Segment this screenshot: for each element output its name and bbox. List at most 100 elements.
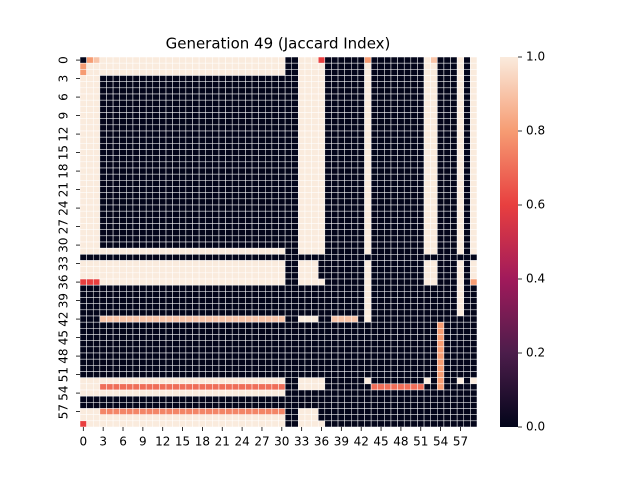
heatmap-cell xyxy=(377,198,385,206)
heatmap-cell xyxy=(278,352,286,360)
heatmap-cell xyxy=(337,180,345,187)
heatmap-cell xyxy=(79,136,87,144)
heatmap-cell xyxy=(284,217,292,224)
heatmap-cell xyxy=(311,155,319,163)
heatmap-cell xyxy=(437,266,445,274)
heatmap-cell xyxy=(291,340,299,348)
heatmap-cell xyxy=(132,358,140,366)
heatmap-cell xyxy=(126,173,134,181)
heatmap-cell xyxy=(265,377,273,385)
heatmap-cell xyxy=(79,247,87,255)
heatmap-cell xyxy=(99,321,107,329)
heatmap-cell xyxy=(443,346,451,354)
heatmap-cell xyxy=(145,358,154,366)
heatmap-cell xyxy=(317,81,326,89)
heatmap-cell xyxy=(192,340,200,348)
heatmap-cell xyxy=(126,235,134,243)
heatmap-cell xyxy=(79,383,87,391)
heatmap-cell xyxy=(106,124,114,132)
colorbar-tick-label: 1.0 xyxy=(526,50,545,64)
heatmap-cell xyxy=(324,180,332,187)
heatmap-cell xyxy=(291,106,299,113)
heatmap-cell xyxy=(192,408,200,415)
heatmap-cell xyxy=(271,321,279,329)
heatmap-cell xyxy=(450,180,458,187)
heatmap-cell xyxy=(145,420,154,428)
heatmap-cell xyxy=(86,358,94,366)
heatmap-cell xyxy=(370,377,378,385)
heatmap-cell xyxy=(357,284,365,292)
heatmap-cell xyxy=(212,266,220,274)
heatmap-cell xyxy=(179,106,187,113)
heatmap-cell xyxy=(231,278,240,286)
heatmap-cell xyxy=(79,266,87,274)
heatmap-cell xyxy=(172,266,180,274)
heatmap-cell xyxy=(245,321,253,329)
heatmap-cell xyxy=(423,186,431,193)
heatmap-cell xyxy=(437,155,445,163)
heatmap-cell xyxy=(291,365,299,372)
heatmap-cell xyxy=(430,241,438,249)
heatmap-cell xyxy=(430,266,438,274)
heatmap-cell xyxy=(218,346,226,354)
heatmap-cell xyxy=(126,371,134,378)
heatmap-cell xyxy=(357,352,365,360)
heatmap-cell xyxy=(298,229,306,237)
heatmap-cell xyxy=(231,377,240,385)
heatmap-cell xyxy=(185,303,193,311)
heatmap-cell xyxy=(331,241,339,249)
heatmap-cell xyxy=(212,291,220,298)
heatmap-cell xyxy=(331,291,339,298)
heatmap-cell xyxy=(344,235,352,243)
heatmap-cell xyxy=(106,223,114,230)
heatmap-cell xyxy=(185,143,193,150)
heatmap-cell xyxy=(112,167,120,175)
heatmap-cell xyxy=(258,235,266,243)
heatmap-cell xyxy=(165,180,173,187)
heatmap-cell xyxy=(304,186,312,193)
heatmap-cell xyxy=(337,149,345,156)
heatmap-cell xyxy=(92,112,101,119)
heatmap-cell xyxy=(417,136,425,144)
heatmap-cell xyxy=(106,408,114,415)
heatmap-cell xyxy=(231,69,240,76)
heatmap-cell xyxy=(265,266,273,274)
heatmap-cell xyxy=(450,112,458,119)
heatmap-cell xyxy=(218,395,226,403)
heatmap-cell xyxy=(198,69,206,76)
heatmap-cell xyxy=(463,291,471,298)
heatmap-cell xyxy=(119,315,127,323)
heatmap-cell xyxy=(384,414,392,422)
heatmap-cell xyxy=(450,155,458,163)
heatmap-cell xyxy=(417,371,425,378)
heatmap-cell xyxy=(410,303,418,311)
heatmap-cell xyxy=(317,155,326,163)
heatmap-cell xyxy=(231,198,240,206)
heatmap-cell xyxy=(92,414,101,422)
heatmap-cell xyxy=(423,334,431,341)
heatmap-cell xyxy=(258,358,266,366)
heatmap-cell xyxy=(304,56,312,64)
heatmap-cell xyxy=(205,192,213,200)
heatmap-cell xyxy=(159,136,167,144)
heatmap-cell xyxy=(463,303,471,311)
heatmap-cell xyxy=(179,334,187,341)
heatmap-cell xyxy=(456,136,465,144)
heatmap-cell xyxy=(430,75,438,82)
heatmap-cell xyxy=(377,266,385,274)
heatmap-cell xyxy=(145,241,154,249)
heatmap-cell xyxy=(463,235,471,243)
heatmap-cell xyxy=(258,365,266,372)
heatmap-cell xyxy=(337,198,345,206)
heatmap-cell xyxy=(450,254,458,261)
heatmap-cell xyxy=(198,223,206,230)
heatmap-cell xyxy=(331,81,339,89)
heatmap-cell xyxy=(112,180,120,187)
heatmap-cell xyxy=(198,241,206,249)
heatmap-cell xyxy=(364,321,372,329)
heatmap-cell xyxy=(172,204,180,212)
heatmap-cell xyxy=(185,173,193,181)
heatmap-cell xyxy=(304,297,312,304)
heatmap-cell xyxy=(92,81,101,89)
heatmap-cell xyxy=(218,69,226,76)
